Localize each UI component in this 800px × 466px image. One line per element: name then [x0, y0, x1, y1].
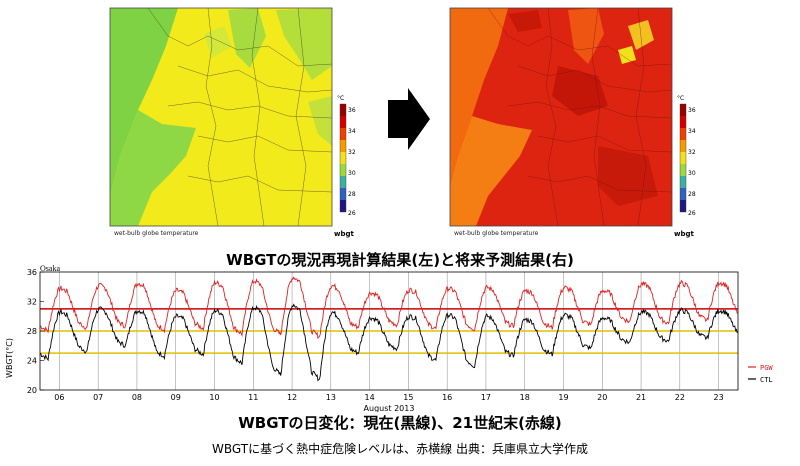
chart-legend: PGW CTL	[748, 364, 773, 384]
legend-label: CTL	[760, 376, 773, 384]
colorbar-label: 28	[348, 191, 356, 198]
map-caption: wet-bulb globe temperature	[454, 230, 539, 237]
colorbar-label: 34	[348, 128, 356, 135]
y-axis-label: WBGT(°C)	[5, 338, 14, 378]
x-tick-label: 14	[365, 393, 375, 402]
colorbar-label: 28	[688, 191, 696, 198]
chart-title: Osaka	[40, 264, 60, 273]
series-lines	[39, 276, 738, 382]
x-tick-label: 23	[714, 393, 724, 402]
map-future: °C 36 34 32 30 28 26 wet-bulb globe temp…	[448, 6, 698, 242]
x-tick-label: 15	[403, 393, 413, 402]
threshold-lines	[40, 308, 738, 354]
y-tick-label: 24	[27, 357, 37, 366]
x-tick-label: 11	[248, 393, 258, 402]
colorbar-label: 32	[688, 149, 696, 156]
colorbar-left	[339, 103, 347, 213]
colorbar-label: 32	[348, 149, 356, 156]
x-tick-label: 06	[54, 393, 64, 402]
x-tick-label: 12	[287, 393, 297, 402]
x-tick-label: 08	[132, 393, 142, 402]
x-tick-label: 20	[597, 393, 607, 402]
x-tick-label: 13	[326, 393, 336, 402]
map-caption: wet-bulb globe temperature	[114, 230, 199, 237]
x-tick-label: 10	[209, 393, 219, 402]
x-axis-label: August 2013	[364, 404, 415, 412]
colorbar-right	[679, 103, 687, 213]
diurnal-title: WBGTの日変化：現在(黒線)、21世紀末(赤線)	[238, 414, 562, 432]
colorbar-label: 26	[348, 210, 356, 217]
wbgt-timeseries-chart: Osaka WBGT(°C) August 2013 06 07 08 09 10 11 1…	[5, 264, 773, 412]
x-tick-label: 09	[171, 393, 181, 402]
y-tick-label: 28	[27, 327, 37, 336]
colorbar-label: 36	[688, 107, 696, 114]
colorbar-label: 30	[348, 170, 356, 177]
source-note: WBGTに基づく熱中症危険レベルは、赤横線 出典：兵庫県立大学作成	[212, 442, 588, 456]
map-variable-name: wbgt	[334, 230, 354, 238]
map-present-image	[109, 7, 347, 227]
map-variable-name: wbgt	[674, 230, 694, 238]
colorbar-label: 34	[688, 128, 696, 135]
x-tick-label: 17	[481, 393, 491, 402]
legend-label: PGW	[760, 364, 773, 372]
series-pgw-line	[39, 276, 738, 340]
x-tick-label: 18	[520, 393, 530, 402]
x-tick-label: 21	[636, 393, 646, 402]
colorbar-unit: °C	[677, 95, 685, 102]
colorbar-label: 26	[688, 210, 696, 217]
colorbar-unit: °C	[337, 95, 345, 102]
chart-comparison-title: WBGTの現況再現計算結果(左)と将来予測結果(右)	[226, 251, 574, 269]
plot-frame	[39, 271, 739, 391]
chart-axes: 06 07 08 09 10 11 12 13 14 15 16 17 18 19 20 21 22 23 20 24…	[27, 268, 739, 402]
y-tick-label: 20	[27, 386, 37, 395]
x-tick-label: 22	[675, 393, 685, 402]
series-ctl-line	[39, 303, 738, 382]
x-tick-label: 07	[93, 393, 103, 402]
colorbar-label: 30	[688, 170, 696, 177]
y-tick-label: 32	[27, 298, 37, 307]
y-tick-label: 36	[27, 268, 37, 277]
map-present: °C 36 34 32 30 28 26 wet-bulb globe temp…	[108, 6, 358, 242]
colorbar-label: 36	[348, 107, 356, 114]
x-tick-label: 16	[442, 393, 452, 402]
x-tick-label: 19	[558, 393, 568, 402]
map-future-image	[449, 7, 687, 227]
arrow-right-icon	[388, 88, 430, 150]
